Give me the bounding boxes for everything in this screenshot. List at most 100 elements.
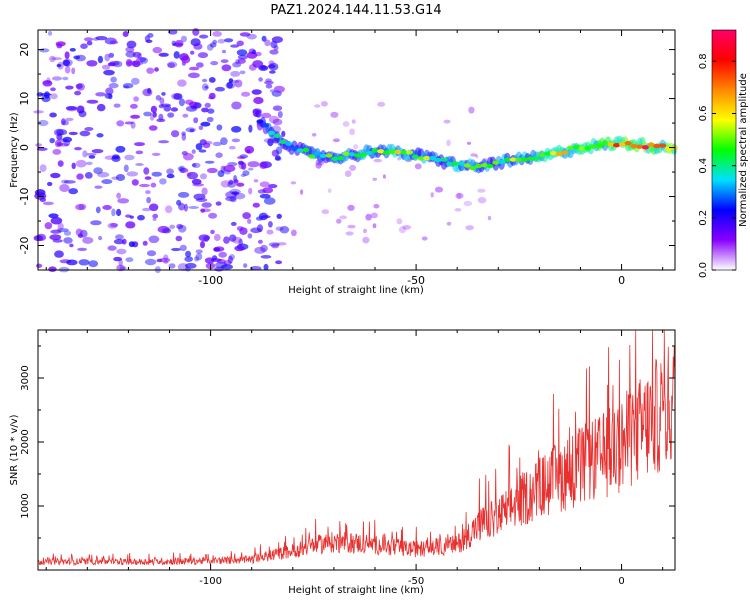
noise-blob: [217, 170, 225, 178]
noise-blob: [227, 181, 236, 188]
x-tick-label: -50: [408, 576, 424, 587]
noise-blob: [225, 191, 237, 199]
ridge-core: [290, 146, 298, 151]
noise-blob: [143, 111, 152, 117]
ridge-core: [388, 149, 396, 154]
noise-blob: [132, 51, 141, 58]
y-tick-label: 3000: [20, 365, 31, 390]
ridge-core: [618, 142, 626, 147]
noise-blob: [116, 248, 127, 255]
noise-blob: [291, 229, 297, 237]
noise-blob: [231, 138, 241, 143]
noise-blob: [125, 221, 136, 229]
noise-blob: [269, 70, 276, 74]
ridge-core: [262, 123, 270, 128]
noise-blob: [149, 203, 159, 212]
noise-blob: [38, 119, 49, 127]
noise-blob: [150, 105, 157, 114]
noise-blob: [103, 69, 115, 76]
noise-blob: [44, 222, 53, 230]
noise-blob: [221, 64, 232, 72]
noise-blob: [248, 124, 253, 133]
noise-blob: [200, 208, 206, 213]
noise-blob: [190, 105, 197, 110]
noise-blob: [51, 57, 62, 61]
noise-blob: [232, 236, 242, 244]
noise-blob: [151, 152, 161, 156]
noise-blob: [148, 235, 160, 244]
ridge-core: [463, 163, 471, 168]
noise-blob: [97, 171, 110, 178]
noise-blob: [130, 114, 141, 119]
noise-blob: [159, 257, 171, 263]
noise-blob: [227, 255, 233, 264]
noise-blob: [197, 52, 209, 59]
noise-blob: [115, 145, 126, 153]
noise-blob: [82, 150, 88, 158]
noise-blob: [342, 121, 350, 127]
noise-blob: [136, 56, 147, 63]
ridge-core: [509, 157, 517, 162]
noise-blob: [41, 95, 51, 103]
noise-blob: [242, 170, 250, 177]
noise-blob: [314, 104, 321, 108]
noise-blob: [264, 39, 271, 47]
ridge-core: [279, 139, 287, 144]
noise-blob: [237, 58, 246, 64]
noise-blob: [122, 83, 134, 89]
noise-blob: [468, 106, 475, 114]
noise-blob: [167, 112, 175, 118]
noise-blob: [377, 101, 386, 107]
ridge-core: [446, 161, 454, 166]
y-tick-label: -20: [18, 237, 31, 255]
noise-blob: [402, 225, 412, 230]
noise-blob: [158, 52, 169, 57]
ridge-core: [555, 151, 563, 157]
noise-blob: [151, 171, 162, 177]
noise-blob: [65, 117, 74, 122]
ridge-core: [273, 133, 281, 138]
noise-blob: [60, 138, 69, 143]
ridge-core: [452, 161, 459, 166]
noise-blob: [49, 137, 55, 144]
noise-blob: [247, 233, 253, 239]
noise-blob: [277, 111, 283, 118]
ridge-core: [561, 150, 569, 155]
noise-blob: [236, 49, 248, 56]
x-tick-label: -100: [198, 274, 223, 287]
noise-blob: [124, 154, 135, 161]
noise-blob: [202, 142, 211, 149]
noise-blob: [242, 212, 251, 220]
noise-blob: [65, 106, 78, 111]
noise-blob: [271, 243, 280, 249]
noise-blob: [253, 179, 259, 183]
noise-blob: [170, 107, 179, 112]
noise-blob: [71, 162, 76, 169]
noise-blob: [204, 85, 209, 89]
ridge-core: [532, 156, 540, 161]
noise-blob: [223, 236, 230, 244]
noise-blob: [118, 259, 123, 267]
ridge-core: [498, 159, 506, 164]
noise-blob: [247, 161, 260, 168]
noise-blob: [86, 40, 93, 46]
noise-blob: [168, 263, 176, 269]
noise-blob: [239, 32, 251, 37]
ridge-core: [267, 130, 275, 136]
noise-blob: [270, 40, 278, 49]
noise-blob: [251, 89, 262, 95]
noise-blob: [321, 209, 330, 215]
noise-blob: [66, 259, 78, 266]
noise-blob: [84, 172, 93, 179]
noise-blob: [188, 72, 200, 79]
noise-blob: [443, 119, 451, 124]
noise-blob: [195, 198, 208, 202]
noise-blob: [272, 118, 283, 126]
spectrogram-ridge: [256, 116, 678, 174]
noise-blob: [152, 111, 157, 118]
noise-blob: [63, 59, 70, 66]
noise-blob: [95, 36, 108, 41]
noise-blob: [248, 187, 253, 195]
noise-blob: [95, 92, 106, 97]
noise-blob: [463, 200, 473, 207]
